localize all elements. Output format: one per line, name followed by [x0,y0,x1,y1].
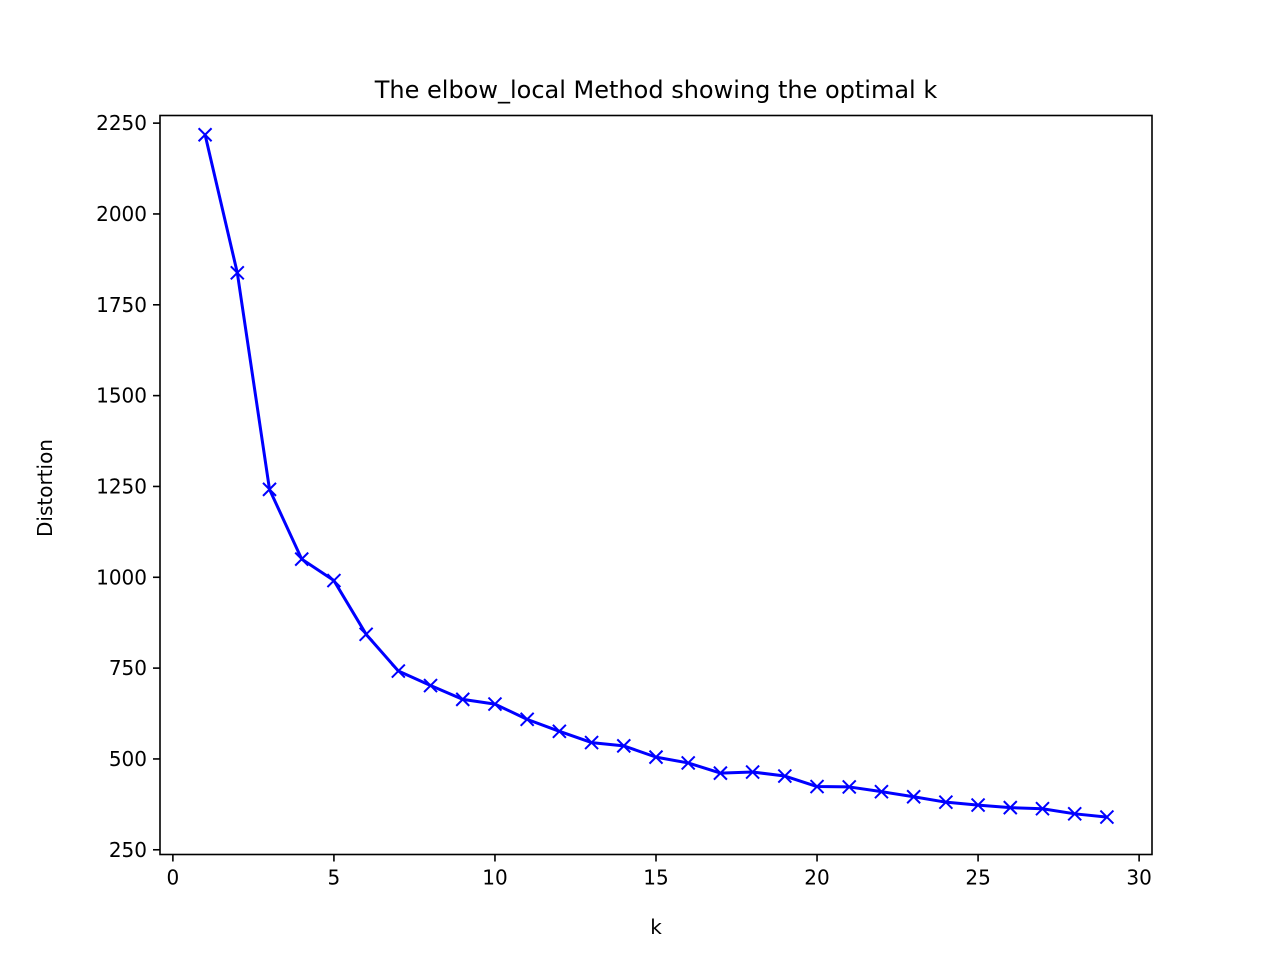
data-point-marker [1035,801,1050,816]
data-point-marker [584,735,599,750]
y-tick-label: 1750 [96,293,147,317]
axes-frame [159,114,1153,856]
data-point-marker [970,797,986,813]
y-tick-label: 500 [109,747,147,771]
data-point-marker [552,724,567,739]
y-tick-label: 750 [109,656,147,680]
data-point-marker [842,779,857,795]
data-point-marker [455,692,470,707]
data-point-marker [262,482,277,497]
data-point-marker [326,573,342,588]
data-point-marker [519,712,535,727]
data-point-marker [358,627,374,642]
data-point-marker [809,779,825,794]
data-point-marker [391,663,406,679]
x-tick-label: 25 [965,866,990,890]
y-tick-label: 1000 [96,565,147,589]
x-tick-label: 20 [804,866,829,890]
data-point-marker [487,696,503,712]
data-point-marker [938,794,954,810]
data-point-marker [713,765,728,781]
x-tick-label: 0 [167,866,180,890]
chart-title: The elbow_local Method showing the optim… [374,76,938,104]
y-tick-label: 1250 [96,474,147,498]
data-point-marker [423,678,438,693]
data-point-marker [230,265,245,281]
data-point-marker [1003,800,1018,815]
data-point-marker [197,127,213,142]
data-point-marker [681,755,696,771]
data-point-marker [874,784,889,799]
data-point-marker [648,749,664,765]
data-point-marker [906,789,921,804]
data-point-marker [616,738,631,754]
x-tick-label: 10 [482,866,507,890]
x-tick-label: 30 [1126,866,1151,890]
y-axis-title: Distortion [33,439,57,537]
data-point-marker [777,768,793,784]
y-tick-label: 250 [109,838,147,862]
data-point-marker [1099,809,1115,825]
x-axis-title: k [650,915,662,939]
x-axis: 0 5 10 15 20 25 30 [167,854,1152,890]
y-tick-label: 1500 [96,384,147,408]
x-tick-label: 15 [643,866,668,890]
data-point-marker [745,764,760,780]
data-point-marker [294,551,309,567]
y-tick-label: 2000 [96,202,147,226]
plot-area [197,127,1115,825]
y-axis: 250 500 750 1000 1250 1500 1750 2000 2250 [96,111,160,862]
x-tick-label: 5 [328,866,341,890]
y-tick-label: 2250 [96,111,147,135]
data-point-marker [1067,806,1082,822]
